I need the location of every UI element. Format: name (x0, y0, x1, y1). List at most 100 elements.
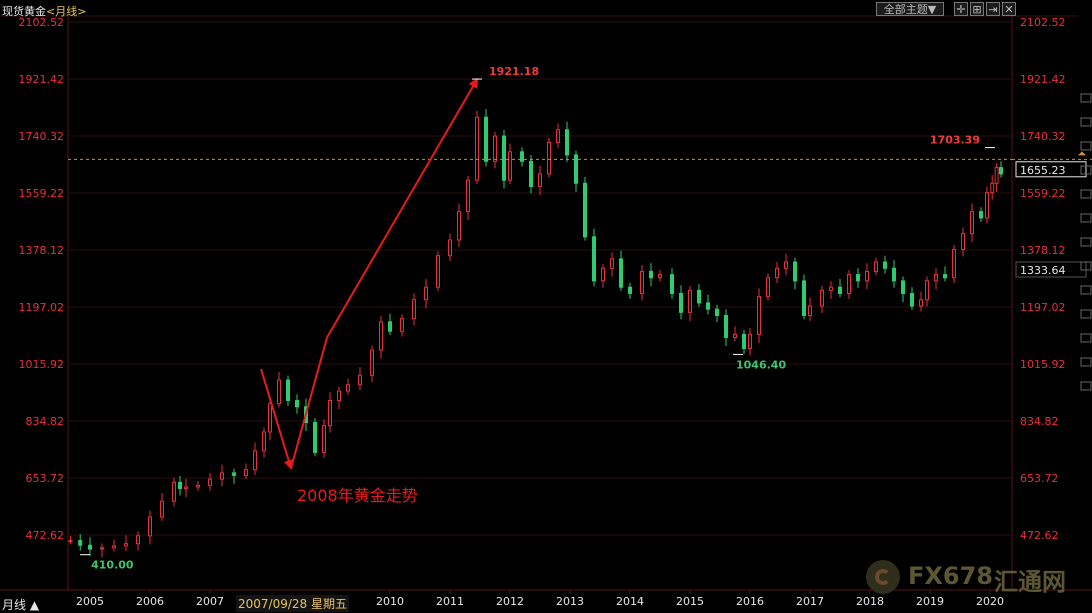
candle-body (286, 379, 290, 401)
export-icon[interactable]: ⇥ (986, 2, 1000, 16)
candle-body (952, 248, 956, 279)
chart-annotations: 1655.23 1333.64 1921.18 1703.39 1046.40 410.0… (68, 65, 1092, 572)
candle-body (994, 167, 999, 184)
candle-body (619, 258, 623, 288)
candle-body (400, 318, 404, 332)
price-callout: 410.00 (91, 559, 134, 572)
y-tick-label-left: 1015.92 (19, 358, 65, 371)
candle-body (337, 390, 341, 401)
side-panel-icon[interactable] (1080, 184, 1092, 199)
side-panel-icon[interactable] (1080, 112, 1092, 127)
candle-body (793, 261, 797, 282)
trend-arrow (260, 368, 294, 471)
candle-body (748, 333, 752, 350)
theme-dropdown-button[interactable]: 全部主题▼ (876, 2, 944, 16)
side-panel-icon[interactable] (1080, 256, 1092, 271)
candle-body (934, 274, 938, 282)
candle-body (529, 160, 533, 187)
candle-body (999, 167, 1003, 175)
side-panel-icon[interactable] (1080, 208, 1092, 223)
candle-body (547, 141, 551, 175)
candle-body (196, 484, 200, 488)
side-panel-icon[interactable] (1080, 280, 1092, 295)
side-panel-icon[interactable] (1080, 304, 1092, 319)
y-tick-label-left: 1559.22 (19, 187, 65, 200)
side-panel-icon[interactable] (1080, 136, 1092, 151)
y-tick-label-right: 472.62 (1020, 529, 1059, 542)
candle-body (808, 305, 812, 317)
candle-body (172, 481, 176, 502)
candle-body (184, 486, 188, 490)
period-mode-toggle[interactable]: 月线 ▲ (2, 598, 40, 612)
y-tick-label-left: 1740.32 (19, 130, 65, 143)
candle-body (88, 544, 92, 550)
cursor-date-label: 2007/09/28 星期五 (236, 595, 349, 612)
grid-icon[interactable]: ⊞ (970, 2, 984, 16)
price-box-label: 1655.23 (1020, 164, 1066, 177)
candle-body (715, 308, 719, 317)
chart-grid (0, 15, 1092, 591)
price-box (1015, 261, 1087, 278)
candle-body (112, 545, 116, 549)
candle-body (838, 286, 842, 294)
candle-body (457, 211, 461, 241)
candle-body (78, 540, 83, 546)
candle-body (208, 478, 212, 486)
side-panel-icon[interactable] (1080, 160, 1092, 175)
candle-body (802, 280, 806, 317)
candle-body (436, 255, 440, 288)
candle-body (856, 274, 860, 282)
candle-body (556, 129, 560, 143)
period-label[interactable]: <月线> (46, 5, 87, 18)
close-icon[interactable]: ✕ (1002, 2, 1016, 16)
x-tick-label: 2018 (856, 595, 884, 608)
candle-body (784, 261, 788, 269)
candle-body (757, 296, 761, 335)
candle-body (68, 540, 73, 543)
candle-body (220, 472, 224, 480)
candle-body (892, 267, 896, 282)
candle-body (583, 182, 587, 238)
y-tick-label-right: 834.82 (1020, 415, 1059, 428)
candle-body (985, 192, 989, 219)
candle-body (820, 289, 824, 307)
candle-body (883, 261, 887, 269)
candle-body (658, 274, 662, 279)
candle-body (502, 135, 506, 181)
candle-body (910, 292, 914, 307)
crosshair-icon[interactable]: ✛ (954, 2, 968, 16)
side-panel-icon[interactable] (1080, 88, 1092, 103)
candle-body (706, 302, 710, 310)
candle-body (148, 516, 152, 537)
candle-body (124, 543, 128, 547)
y-tick-label-right: 1559.22 (1020, 187, 1066, 200)
y-tick-label-left: 1921.42 (19, 73, 65, 86)
candle-body (724, 315, 728, 339)
symbol-label: 现货黄金 (2, 5, 46, 18)
y-tick-label-left: 2102.52 (19, 16, 65, 29)
candle-body (640, 270, 644, 294)
x-tick-label: 2017 (796, 595, 824, 608)
candle-body (961, 233, 965, 250)
candle-body (766, 277, 770, 298)
side-panel-icon[interactable] (1080, 352, 1092, 367)
x-tick-label: 2006 (136, 595, 164, 608)
y-tick-label-left: 1197.02 (19, 301, 65, 314)
candle-body (565, 129, 569, 156)
x-tick-label: 2007 (196, 595, 224, 608)
watermark-cn-text: 汇通网 (994, 568, 1066, 596)
price-callout: 1046.40 (736, 358, 786, 371)
side-panel-icon[interactable] (1080, 232, 1092, 247)
trend-arrow (290, 337, 328, 469)
candle-body (628, 286, 632, 294)
candle-body (865, 270, 869, 282)
fx678-logo-icon (866, 560, 900, 594)
candle-body (424, 286, 428, 301)
candle-body (688, 289, 692, 313)
side-panel-icon[interactable] (1080, 376, 1092, 391)
candle-body (742, 333, 746, 350)
side-panel-icon[interactable] (1080, 328, 1092, 343)
candle-body (322, 425, 326, 453)
candle-body (268, 403, 272, 433)
